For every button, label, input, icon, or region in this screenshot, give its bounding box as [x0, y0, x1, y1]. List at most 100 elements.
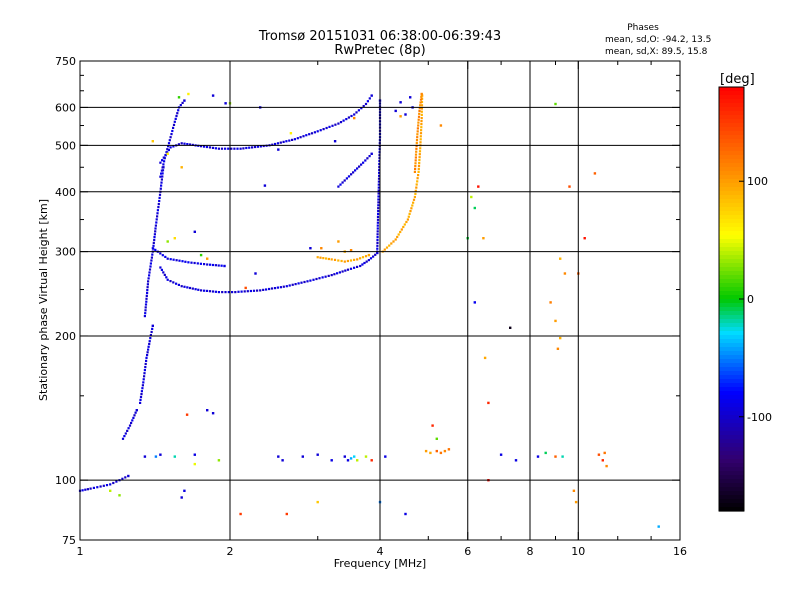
- echo-point: [153, 233, 156, 236]
- echo-point: [370, 152, 373, 155]
- echo-point: [139, 401, 142, 404]
- colorbar-segment: [719, 255, 744, 260]
- echo-point: [183, 99, 186, 102]
- echo-point: [397, 233, 400, 236]
- echo-point: [416, 136, 419, 139]
- echo-point: [188, 286, 192, 290]
- echo-point: [203, 263, 206, 266]
- echo-trace-3: [337, 155, 371, 188]
- scatter-point: [554, 455, 557, 458]
- colorbar-segment: [719, 219, 744, 224]
- scatter-point: [154, 455, 158, 458]
- echo-point: [412, 198, 416, 201]
- colorbar-segment: [719, 407, 744, 412]
- echo-point: [180, 285, 183, 288]
- echo-point: [377, 183, 380, 186]
- echo-point: [419, 104, 422, 107]
- echo-point: [353, 113, 356, 116]
- echo-point: [177, 109, 180, 112]
- echo-point: [333, 258, 337, 261]
- echo-point: [144, 362, 147, 366]
- echo-point: [414, 153, 418, 156]
- x-axis-label: Frequency [MHz]: [334, 557, 426, 570]
- echo-point: [285, 285, 288, 288]
- echo-point: [143, 375, 146, 378]
- echo-point: [205, 145, 209, 149]
- echo-point: [417, 164, 421, 168]
- scatter-point: [173, 455, 176, 458]
- scatter-point: [561, 455, 564, 458]
- echo-point: [175, 259, 178, 262]
- echo-point: [337, 185, 340, 188]
- echo-point: [378, 165, 381, 169]
- echo-point: [149, 337, 152, 340]
- scatter-point: [159, 453, 162, 456]
- echo-point: [274, 142, 277, 146]
- echo-point: [214, 147, 217, 150]
- echo-point: [324, 275, 327, 278]
- echo-point: [154, 227, 157, 230]
- colorbar-segment: [719, 339, 744, 344]
- echo-point: [148, 340, 151, 343]
- echo-point: [366, 157, 369, 160]
- echo-point: [415, 183, 418, 186]
- colorbar-segment: [719, 91, 744, 96]
- echo-point: [123, 435, 126, 438]
- echo-point: [319, 129, 322, 132]
- echo-point: [359, 257, 362, 260]
- echo-point: [418, 150, 422, 153]
- echo-point: [420, 107, 423, 110]
- scatter-point: [353, 455, 356, 458]
- echo-point: [306, 280, 309, 283]
- echo-point: [361, 263, 364, 266]
- echo-point: [383, 248, 386, 251]
- echo-point: [276, 286, 279, 289]
- echo-point: [350, 173, 353, 176]
- echo-point: [181, 260, 184, 263]
- echo-point: [224, 291, 227, 294]
- echo-trace-6: [413, 95, 423, 173]
- echo-point: [377, 177, 381, 180]
- echo-point: [376, 224, 379, 227]
- echo-point: [415, 144, 418, 147]
- echo-point: [331, 124, 334, 127]
- echo-point: [171, 129, 174, 133]
- echo-point: [418, 156, 421, 159]
- phases-x-mode: mean, sd,X: 89.5, 15.8: [605, 47, 708, 57]
- scatter-point: [320, 247, 323, 250]
- echo-point: [377, 198, 380, 201]
- echo-point: [420, 123, 423, 126]
- echo-point: [193, 261, 196, 265]
- scatter-point: [657, 525, 660, 528]
- scatter-point: [193, 230, 196, 233]
- echo-point: [291, 283, 294, 286]
- echo-point: [337, 259, 340, 262]
- echo-point: [186, 143, 189, 146]
- echo-point: [400, 228, 403, 231]
- echo-point: [378, 163, 381, 166]
- colorbar-segment: [719, 463, 744, 468]
- echo-point: [419, 101, 422, 104]
- colorbar-segment: [719, 279, 744, 284]
- scatter-point: [364, 455, 368, 458]
- echo-point: [203, 145, 206, 148]
- echo-point: [158, 196, 161, 199]
- colorbar-segment: [719, 163, 744, 168]
- echo-point: [227, 291, 230, 294]
- echo-point: [325, 126, 328, 130]
- scatter-point: [206, 257, 209, 260]
- colorbar-segment: [719, 159, 744, 164]
- echo-point: [191, 287, 194, 290]
- echo-point: [418, 159, 421, 162]
- colorbar-segment: [719, 235, 744, 240]
- y-tick-label: 600: [55, 101, 76, 114]
- colorbar-segment: [719, 295, 744, 300]
- scatter-point: [353, 116, 356, 120]
- echo-point: [362, 161, 365, 164]
- echo-point: [203, 289, 206, 292]
- y-tick-label: 300: [55, 246, 76, 259]
- echo-point: [271, 143, 274, 146]
- echo-point: [157, 206, 160, 209]
- echo-point: [285, 140, 288, 143]
- echo-point: [248, 146, 251, 149]
